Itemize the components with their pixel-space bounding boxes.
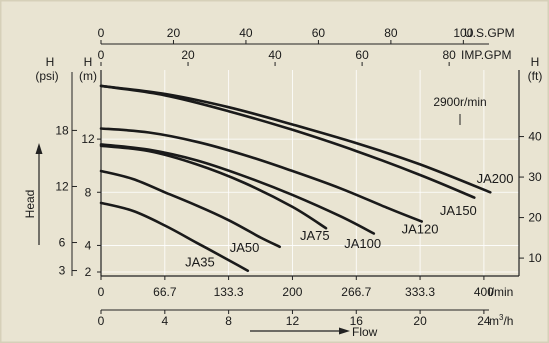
m3h-tick-label: 0	[98, 314, 105, 328]
m3h-tick-label: 8	[225, 314, 232, 328]
curve-ja200	[99, 84, 492, 194]
m3h-tick-label: 4	[161, 314, 168, 328]
ft-tick-label: 30	[528, 170, 542, 184]
usgpm-tick-label: 0	[98, 26, 105, 40]
usgpm-tick-label: 100	[453, 26, 473, 40]
series-label-ja50: JA50	[230, 240, 260, 255]
usgpm-unit-label: U.S.GPM	[464, 26, 515, 40]
curve-ja50	[99, 169, 281, 249]
m3h-tick-label: 16	[350, 314, 364, 328]
head-ft-unit: (ft)	[528, 69, 543, 83]
lmin-tick-label: 66.7	[153, 285, 177, 299]
lmin-tick-label: 266.7	[341, 285, 371, 299]
impgpm-tick-label: 80	[442, 48, 456, 62]
psi-tick-label: 3	[59, 264, 66, 278]
m3h-unit-label: m3/h	[489, 313, 513, 328]
head-psi-letter: H	[46, 55, 55, 69]
impgpm-tick-label: 0	[98, 48, 105, 62]
psi-tick-label: 6	[59, 236, 66, 250]
series-label-ja75: JA75	[300, 228, 330, 243]
head-arrow-icon	[35, 143, 43, 154]
lmin-tick-label: 400	[474, 285, 494, 299]
head-m-tick-label: 4	[85, 238, 92, 252]
series-label-ja120: JA120	[402, 221, 439, 236]
usgpm-tick-label: 60	[312, 26, 326, 40]
flow-axis-label: Flow	[352, 325, 378, 339]
head-m-tick-label: 12	[81, 132, 95, 146]
head-m-tick-label: 2	[85, 265, 92, 279]
series-label-ja35: JA35	[185, 255, 215, 270]
speed-label: 2900r/min	[433, 95, 486, 109]
ft-tick-label: 40	[528, 130, 542, 144]
head-psi-unit: (psi)	[35, 69, 58, 83]
head-m-letter: H	[84, 55, 93, 69]
lmin-unit-label: l/min	[488, 285, 513, 299]
series-label-ja200: JA200	[477, 171, 514, 186]
usgpm-tick-label: 40	[239, 26, 253, 40]
m3h-tick-label: 20	[413, 314, 427, 328]
curve-ja35	[99, 201, 250, 272]
psi-tick-label: 18	[55, 123, 69, 137]
ft-tick-label: 10	[528, 251, 542, 265]
head-m-unit: (m)	[79, 69, 97, 83]
impgpm-unit-label: IMP.GPM	[461, 48, 511, 62]
usgpm-tick-label: 80	[384, 26, 398, 40]
curve-ja120	[99, 127, 423, 223]
ft-tick-label: 20	[528, 211, 542, 225]
impgpm-tick-label: 40	[268, 48, 282, 62]
impgpm-tick-label: 20	[181, 48, 195, 62]
lmin-tick-label: 0	[98, 285, 105, 299]
lmin-tick-label: 200	[282, 285, 302, 299]
m3h-tick-label: 24	[477, 314, 491, 328]
m3h-tick-label: 12	[286, 314, 300, 328]
curve-ja100	[99, 143, 376, 235]
head-ft-letter: H	[531, 55, 540, 69]
curve-ja150	[99, 84, 476, 199]
usgpm-tick-label: 20	[167, 26, 181, 40]
series-label-ja150: JA150	[440, 203, 477, 218]
head-axis-label: Head	[23, 190, 37, 219]
psi-tick-label: 12	[55, 179, 69, 193]
series-label-ja100: JA100	[344, 236, 381, 251]
lmin-tick-label: 133.3	[214, 285, 244, 299]
flow-arrow-icon	[339, 327, 350, 335]
head-m-tick-label: 8	[85, 185, 92, 199]
impgpm-tick-label: 60	[355, 48, 369, 62]
lmin-tick-label: 333.3	[405, 285, 435, 299]
